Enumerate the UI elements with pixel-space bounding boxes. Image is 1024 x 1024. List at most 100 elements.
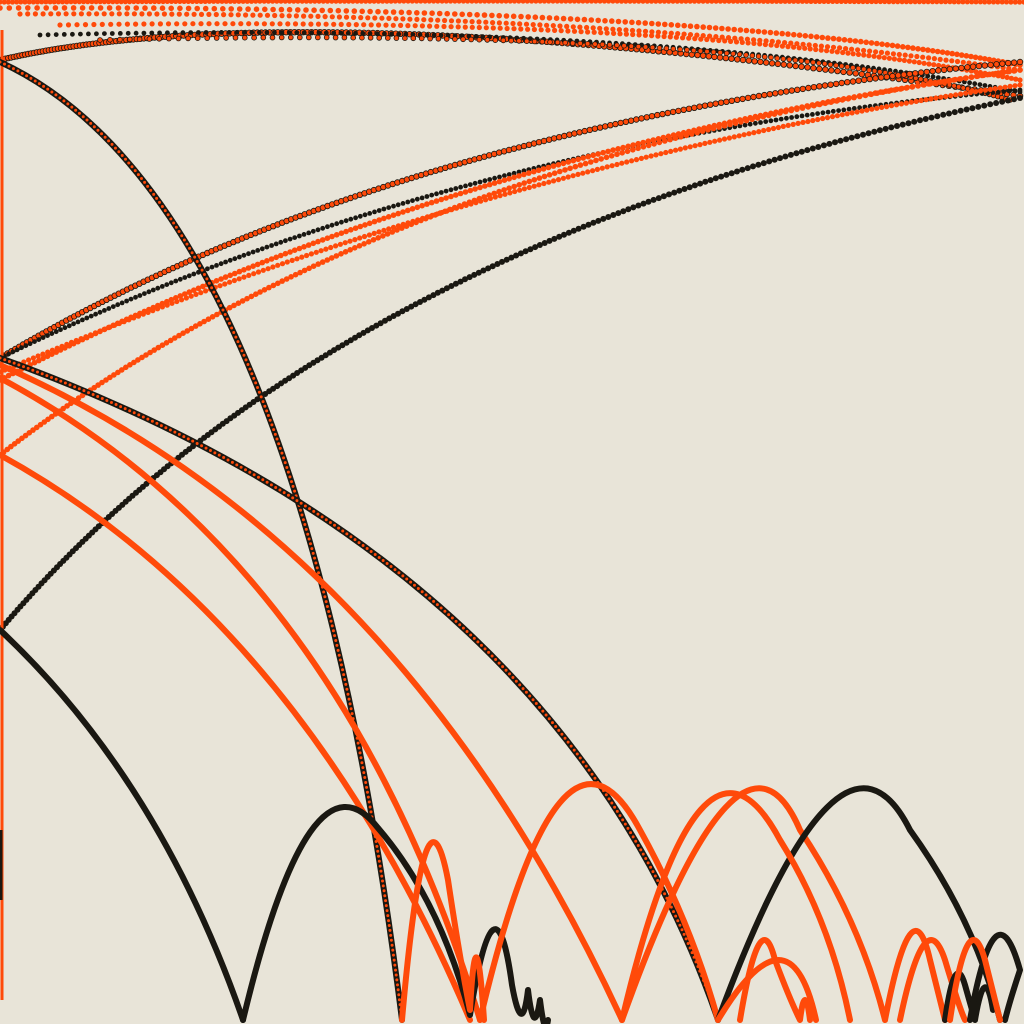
trail-dot xyxy=(684,47,690,53)
trail-dot xyxy=(612,120,619,128)
trail-dot xyxy=(311,7,317,13)
trail-dot xyxy=(717,99,725,106)
trail-dot xyxy=(376,22,382,28)
trail-dot xyxy=(66,323,72,329)
trail-dot xyxy=(279,278,286,284)
trail-dot xyxy=(319,237,326,243)
trail-dot xyxy=(513,252,520,259)
trail-dot xyxy=(871,53,877,59)
trail-dot xyxy=(546,172,553,178)
trail-dot xyxy=(185,0,191,4)
trail-dot xyxy=(289,257,295,263)
trail-dot xyxy=(421,10,428,16)
trail-dot xyxy=(205,266,210,272)
trail-dot xyxy=(68,339,75,345)
trail-dot xyxy=(511,26,517,32)
trail-dot xyxy=(649,33,655,39)
trail-dot xyxy=(610,212,617,218)
trail-dot xyxy=(936,62,942,69)
trail-dot xyxy=(496,188,502,195)
trail-dot xyxy=(696,103,703,110)
trail-dot xyxy=(630,204,637,211)
trail-dot xyxy=(876,54,882,60)
trail-dot xyxy=(472,186,478,192)
trail-dot xyxy=(168,280,174,286)
trail-dot xyxy=(570,227,577,234)
trail-dot xyxy=(694,129,700,136)
trail-dot xyxy=(203,288,209,294)
trail-dot xyxy=(417,299,423,305)
trail-dot xyxy=(580,0,586,4)
trail-dot xyxy=(501,177,508,183)
trail-dot xyxy=(635,202,642,209)
trail-dot xyxy=(462,18,468,24)
trail-dot xyxy=(944,50,951,56)
trail-dot xyxy=(75,319,81,325)
trail-dot xyxy=(123,364,129,371)
trail-dot xyxy=(899,121,906,128)
trail-dot xyxy=(264,244,270,250)
trail-dot xyxy=(347,247,354,253)
trail-dot xyxy=(895,0,901,5)
trail-dot xyxy=(541,173,548,180)
trail-dot xyxy=(188,293,194,299)
trail-dot xyxy=(806,42,812,48)
trail-dot xyxy=(895,72,902,79)
trail-dot xyxy=(58,327,63,333)
trail-dot xyxy=(5,0,11,5)
trail-dot xyxy=(778,116,784,122)
trail-dot xyxy=(598,156,604,162)
trail-dot xyxy=(878,74,885,81)
trail-dot xyxy=(685,105,693,112)
trail-dot xyxy=(727,121,733,128)
trail-dot xyxy=(380,233,386,239)
trail-dot xyxy=(562,167,568,173)
trail-dot xyxy=(821,82,829,89)
trail-dot xyxy=(577,24,583,30)
trail-dot xyxy=(615,146,621,152)
trail-dot xyxy=(856,93,863,100)
trail-dot xyxy=(381,206,387,212)
trail-dot xyxy=(277,21,283,27)
trail-dot xyxy=(544,22,550,28)
trail-dot xyxy=(594,166,601,172)
trail-dot xyxy=(154,11,160,17)
trail-dot xyxy=(537,0,543,4)
trail-dot xyxy=(497,25,503,31)
trail-dot xyxy=(469,19,475,25)
trail-dot xyxy=(43,0,49,5)
dotted-trail-top-2 xyxy=(17,11,1023,73)
trail-dot xyxy=(805,84,812,92)
trail-dot xyxy=(709,0,715,4)
trail-dot xyxy=(309,30,314,36)
trail-dot xyxy=(861,76,868,84)
trail-dot xyxy=(906,58,913,64)
trail-dot xyxy=(223,259,229,265)
trail-dot xyxy=(866,75,873,83)
trail-dot xyxy=(231,277,237,284)
trail-dot xyxy=(227,279,233,285)
trail-dot xyxy=(787,151,794,158)
trail-dot xyxy=(668,148,674,154)
trail-dot xyxy=(459,11,466,18)
trail-dot xyxy=(520,0,526,4)
trail-dot xyxy=(757,58,764,66)
trail-dot xyxy=(850,64,856,71)
trail-dot xyxy=(268,256,275,262)
trail-dot xyxy=(986,56,993,63)
trail-dot xyxy=(625,206,632,213)
trail-dot xyxy=(185,5,192,12)
trail-dot xyxy=(140,311,146,317)
trail-dot xyxy=(122,0,128,5)
trail-dot xyxy=(275,262,281,268)
trail-dot xyxy=(928,114,935,121)
trail-dot xyxy=(206,21,212,27)
trail-dot xyxy=(525,26,531,32)
trail-dot xyxy=(676,187,683,194)
trail-dot xyxy=(76,0,82,5)
trail-dot xyxy=(1010,59,1018,66)
trail-dot xyxy=(864,107,870,113)
trail-dot xyxy=(655,29,662,35)
bounce-orange-8 xyxy=(947,937,1003,1023)
trail-dot xyxy=(351,8,358,14)
